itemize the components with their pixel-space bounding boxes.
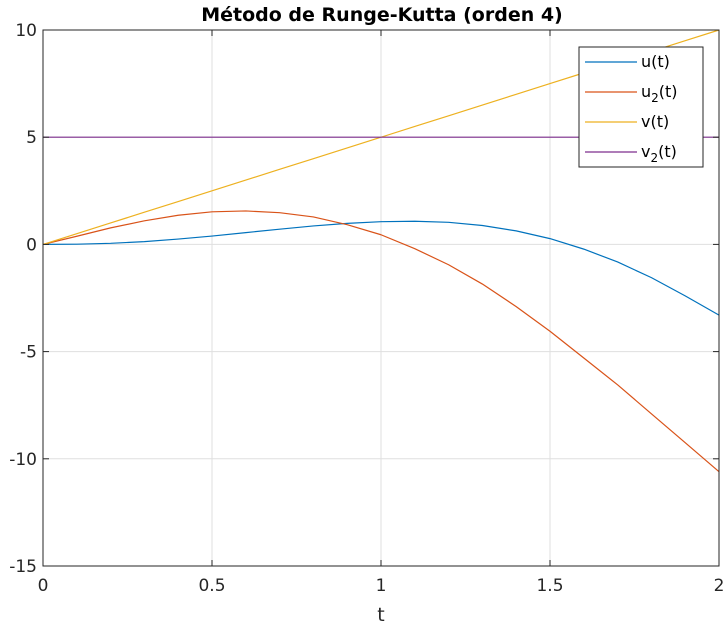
axes: [42, 29, 720, 567]
legend-entry-rest: (t): [659, 82, 678, 101]
y-tick-label: 5: [26, 128, 37, 148]
y-tick-label: -10: [9, 450, 37, 470]
legend-entry-base: v: [641, 142, 650, 161]
legend-entry: v2(t): [641, 142, 677, 165]
y-tick-label: 0: [26, 235, 37, 255]
x-tick-label: 1: [376, 576, 387, 596]
legend-entry-rest: (t): [651, 52, 670, 71]
legend-entry-subscript: 2: [650, 151, 658, 165]
legend-entry-base: u: [641, 52, 651, 71]
legend-entry-rest: (t): [650, 112, 669, 131]
legend-box: [578, 46, 704, 168]
legend-entry-rest: (t): [658, 142, 677, 161]
legend-entry-base: u: [641, 82, 651, 101]
series-line: [42, 210, 720, 473]
y-tick-label: 10: [15, 21, 37, 41]
y-tick-label: -5: [20, 343, 37, 363]
x-tick-label: 1.5: [536, 576, 563, 596]
legend: u(t)u2(t)v(t)v2(t): [578, 46, 704, 168]
legend-entry: v(t): [641, 112, 669, 131]
legend-entry-subscript: 2: [651, 91, 659, 105]
y-tick-label: -15: [9, 557, 37, 577]
chart-title: Método de Runge-Kutta (orden 4): [201, 4, 563, 26]
legend-entry-base: v: [641, 112, 650, 131]
legend-entry: u2(t): [641, 82, 678, 105]
series-line: [42, 220, 720, 316]
legend-entry: u(t): [641, 52, 670, 71]
x-tick-label: 0.5: [198, 576, 225, 596]
x-axis-label: t: [377, 604, 384, 624]
tick-labels: 0 0.5 1 1.5 2 -15 -10 -5 0 5 10: [9, 21, 724, 596]
x-tick-label: 2: [714, 576, 725, 596]
x-tick-label: 0: [38, 576, 49, 596]
